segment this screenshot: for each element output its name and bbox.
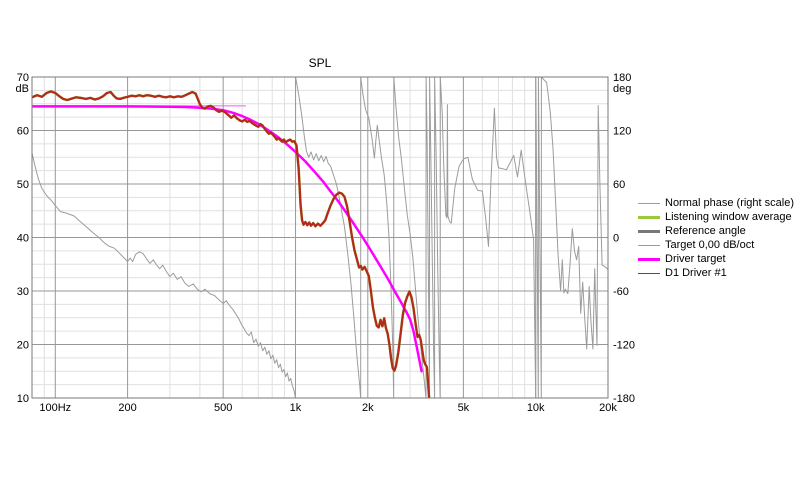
series-d1-driver-1 <box>32 90 431 398</box>
y-left-tick-label: 50 <box>17 179 29 191</box>
legend: Normal phase (right scale) Listening wind… <box>638 196 794 280</box>
y-right-tick-label: -120 <box>613 340 635 352</box>
y-right-tick-label: 120 <box>613 126 631 138</box>
series-driver-target <box>32 105 423 373</box>
y-left-tick-label: 10 <box>17 393 29 405</box>
series-group <box>32 77 608 398</box>
y-right-tick-label: 180 <box>613 72 631 84</box>
chart-title: SPL <box>308 56 332 70</box>
x-tick-label: 20k <box>599 402 617 414</box>
legend-label: Normal phase (right scale) <box>665 197 794 209</box>
legend-item: Driver target <box>638 252 794 266</box>
legend-item: Normal phase (right scale) <box>638 196 794 210</box>
y-right-tick-label: -180 <box>613 393 635 405</box>
y-left-tick-label: 20 <box>17 340 29 352</box>
legend-label: D1 Driver #1 <box>665 267 727 279</box>
x-tick-label: 2k <box>362 402 374 414</box>
legend-label: Reference angle <box>665 225 746 237</box>
y-left-tick-label: 70 <box>17 72 29 84</box>
y-right-unit-label: deg <box>613 83 631 95</box>
x-tick-label: 500 <box>214 402 232 414</box>
legend-label: Target 0,00 dB/oct <box>665 239 755 251</box>
plot-border <box>31 76 609 399</box>
y-left-tick-label: 30 <box>17 286 29 298</box>
legend-label: Driver target <box>665 253 726 265</box>
y-left-unit-label: dB <box>16 83 29 95</box>
x-tick-label: 1k <box>290 402 302 414</box>
legend-swatch-line <box>638 202 660 204</box>
y-right-labels: 180 120 60 0 -60 -120 -180 deg <box>613 72 635 405</box>
y-right-tick-label: 60 <box>613 179 625 191</box>
legend-item: Listening window average <box>638 210 794 224</box>
legend-swatch-line <box>638 244 660 246</box>
legend-label: Listening window average <box>665 211 792 223</box>
y-right-tick-label: 0 <box>613 233 619 245</box>
y-right-tick-label: -60 <box>613 286 629 298</box>
legend-swatch-line <box>638 215 660 219</box>
x-tick-label: 10k <box>527 402 545 414</box>
legend-item: D1 Driver #1 <box>638 266 794 280</box>
x-tick-label: 100Hz <box>39 402 71 414</box>
legend-swatch-line <box>638 272 660 274</box>
series-normal-phase-right-scale- <box>32 77 608 398</box>
series-reference-angle <box>32 90 430 398</box>
y-left-tick-label: 40 <box>17 233 29 245</box>
legend-item: Target 0,00 dB/oct <box>638 238 794 252</box>
y-left-labels: 70 60 50 40 30 20 10 dB <box>16 72 29 405</box>
series-listening-window-average <box>32 90 431 398</box>
grid-major <box>32 76 609 399</box>
legend-swatch-line <box>638 229 660 233</box>
legend-item: Reference angle <box>638 224 794 238</box>
y-left-tick-label: 60 <box>17 126 29 138</box>
x-tick-label: 5k <box>458 402 470 414</box>
x-axis-labels: 100Hz 200 500 1k 2k 5k 10k 20k <box>39 402 617 414</box>
legend-swatch-line <box>638 257 660 261</box>
x-tick-label: 200 <box>118 402 136 414</box>
